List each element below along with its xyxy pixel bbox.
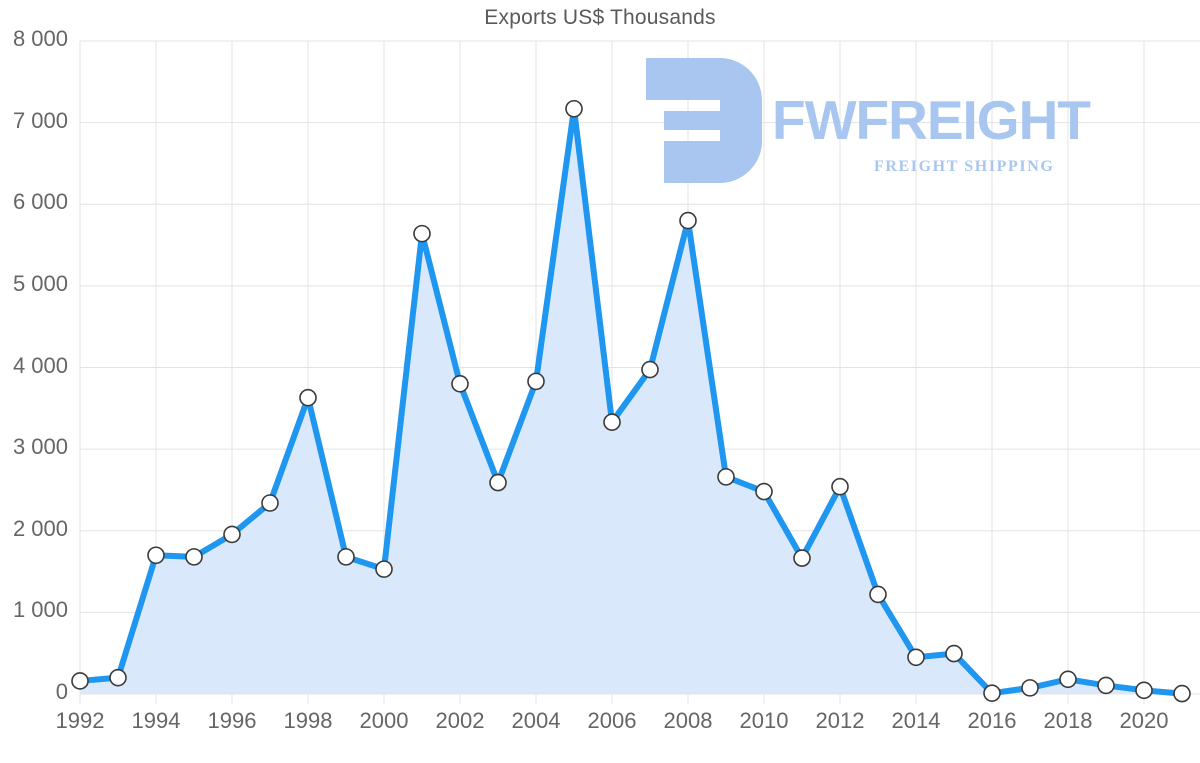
data-point-marker[interactable] bbox=[755, 482, 773, 501]
x-axis-tick-label: 2012 bbox=[815, 708, 865, 733]
x-axis-tick-label: 1992 bbox=[55, 708, 105, 733]
x-axis-tick-label: 2006 bbox=[587, 708, 637, 733]
y-axis-tick-label: 0 bbox=[55, 679, 68, 704]
data-point-marker[interactable] bbox=[603, 413, 621, 431]
data-point-marker[interactable] bbox=[413, 224, 431, 243]
y-axis-tick-label: 8 000 bbox=[12, 26, 68, 51]
y-axis-tick-label: 7 000 bbox=[12, 107, 68, 133]
chart-title: Exports US$ Thousands bbox=[484, 6, 716, 29]
data-point-marker[interactable] bbox=[717, 468, 735, 486]
data-point-marker[interactable] bbox=[223, 525, 241, 544]
y-axis-tick-label: 4 000 bbox=[12, 352, 68, 378]
x-axis-tick-label: 2008 bbox=[663, 708, 713, 733]
x-axis-tick-label: 2016 bbox=[967, 708, 1017, 733]
x-axis-tick-label: 2004 bbox=[511, 708, 561, 733]
y-axis-tick-label: 5 000 bbox=[12, 270, 68, 296]
x-axis-tick-label: 2018 bbox=[1043, 708, 1093, 733]
data-point-marker[interactable] bbox=[1059, 670, 1077, 689]
data-point-marker[interactable] bbox=[945, 644, 963, 663]
x-axis-tick-label: 1998 bbox=[283, 708, 333, 733]
data-point-marker[interactable] bbox=[109, 668, 127, 687]
y-axis-tick-label: 1 000 bbox=[12, 597, 68, 623]
x-axis-tick-label: 2014 bbox=[891, 708, 941, 733]
data-point-marker[interactable] bbox=[71, 672, 89, 690]
data-point-markers bbox=[71, 99, 1191, 703]
data-point-marker[interactable] bbox=[565, 99, 583, 118]
data-point-marker[interactable] bbox=[831, 477, 849, 496]
data-point-marker[interactable] bbox=[641, 360, 659, 379]
y-axis-tick-label: 3 000 bbox=[12, 434, 68, 460]
data-point-marker[interactable] bbox=[299, 388, 317, 407]
area-fill bbox=[80, 108, 1182, 694]
data-point-marker[interactable] bbox=[527, 372, 545, 391]
x-axis-tick-label: 2010 bbox=[739, 708, 789, 733]
x-axis-tick-label: 2002 bbox=[435, 708, 485, 733]
y-axis-tick-label: 6 000 bbox=[12, 189, 68, 215]
data-point-marker[interactable] bbox=[1097, 676, 1115, 695]
data-point-marker[interactable] bbox=[869, 585, 887, 604]
data-point-marker[interactable] bbox=[1135, 681, 1153, 700]
series-area bbox=[80, 108, 1182, 694]
data-point-marker[interactable] bbox=[337, 548, 355, 566]
data-point-marker[interactable] bbox=[1021, 679, 1039, 697]
data-point-marker[interactable] bbox=[907, 648, 925, 667]
data-point-marker[interactable] bbox=[375, 560, 393, 578]
data-point-marker[interactable] bbox=[147, 546, 165, 565]
data-point-marker[interactable] bbox=[185, 548, 203, 566]
x-axis-tick-label: 1994 bbox=[131, 708, 181, 733]
data-point-marker[interactable] bbox=[451, 375, 469, 393]
data-point-marker[interactable] bbox=[793, 549, 811, 567]
y-axis-tick-label: 2 000 bbox=[12, 515, 68, 541]
x-axis-tick-label: 2000 bbox=[359, 708, 409, 733]
x-axis-tick-label: 1996 bbox=[207, 708, 257, 733]
data-point-marker[interactable] bbox=[489, 473, 507, 492]
x-axis-tick-label: 2020 bbox=[1119, 708, 1169, 733]
data-point-marker[interactable] bbox=[983, 684, 1001, 702]
data-point-marker[interactable] bbox=[1173, 684, 1191, 703]
data-point-marker[interactable] bbox=[261, 494, 279, 512]
data-point-marker[interactable] bbox=[679, 211, 697, 230]
